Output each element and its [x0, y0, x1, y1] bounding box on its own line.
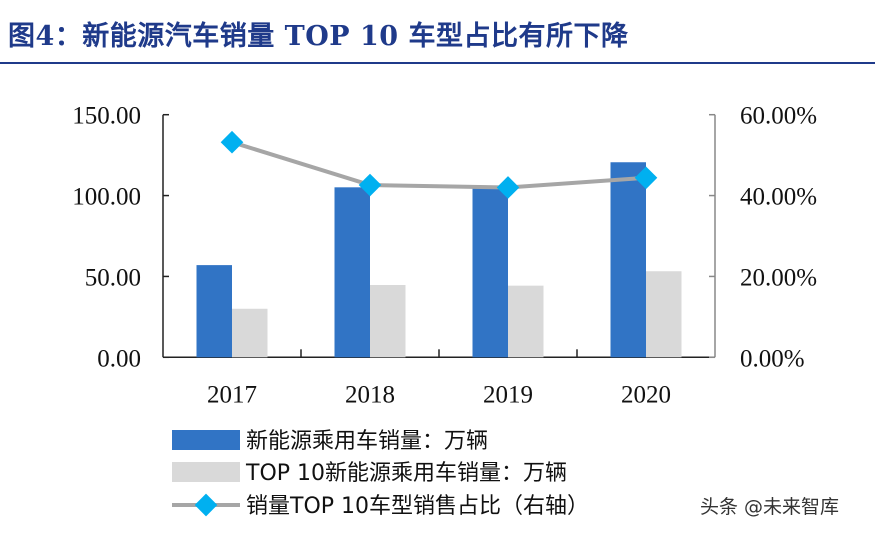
title-divider	[0, 62, 875, 64]
bar-nev-sales	[196, 265, 232, 358]
legend-label-top10: TOP 10新能源乘用车销量：万辆	[245, 461, 567, 486]
watermark: 头条 @未来智库	[700, 496, 839, 518]
legend-swatch-top10	[172, 462, 240, 482]
bar-top10-sales	[646, 271, 682, 358]
y-tick-label: 50.00	[85, 264, 141, 291]
chart-title: 图4：新能源汽车销量 TOP 10 车型占比有所下降	[8, 21, 629, 52]
share-line	[231, 140, 647, 190]
legend-swatch-nev	[172, 430, 240, 450]
y-tick-label: 0.00	[97, 345, 141, 372]
y2-tick-label: 0.00%	[740, 345, 805, 372]
legend-label-nev: 新能源乘用车销量：万辆	[246, 429, 488, 454]
y2-tick-label: 60.00%	[740, 103, 817, 130]
x-tick-label: 2018	[345, 381, 395, 408]
bar-nev-sales	[472, 188, 508, 358]
bar-nev-sales	[334, 187, 370, 358]
bar-top10-sales	[232, 308, 268, 358]
x-tick-label: 2020	[621, 381, 671, 408]
x-tick-label: 2019	[483, 381, 533, 408]
share-marker	[220, 130, 244, 154]
bar-top10-sales	[508, 285, 544, 358]
legend-share-marker	[194, 493, 218, 517]
y2-tick-label: 20.00%	[740, 264, 817, 291]
bar-top10-sales	[370, 285, 406, 358]
legend-label-share: 销量TOP 10车型销售占比（右轴）	[246, 494, 589, 519]
y-tick-label: 100.00	[72, 184, 141, 211]
bar-nev-sales	[610, 162, 646, 358]
y2-tick-label: 40.00%	[740, 184, 817, 211]
y-tick-label: 150.00	[72, 103, 141, 130]
x-tick-label: 2017	[207, 381, 257, 408]
